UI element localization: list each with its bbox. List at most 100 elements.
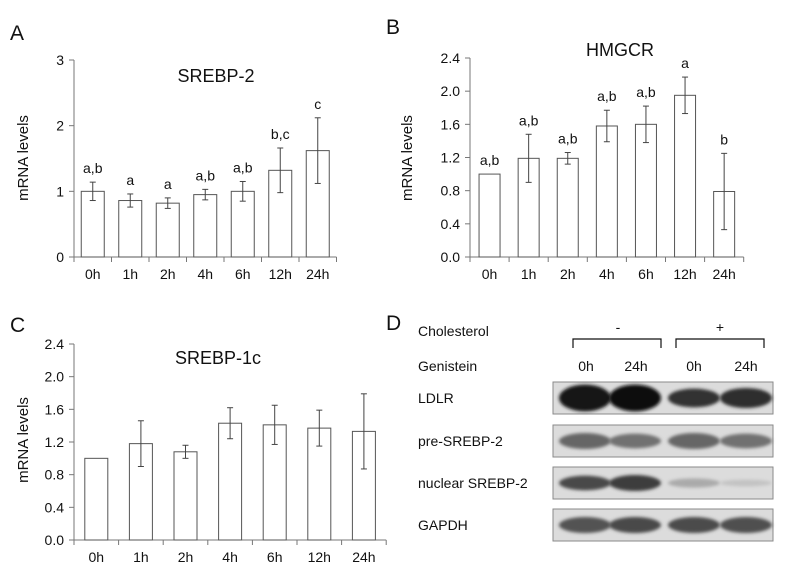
significance-label: c: [314, 96, 321, 112]
panel-letter-a: A: [10, 22, 24, 45]
y-tick-label: 3: [56, 52, 64, 68]
y-axis-label-b: mRNA levels: [399, 115, 416, 201]
bar: [218, 422, 243, 541]
significance-label: a,b: [519, 112, 539, 128]
bar: [118, 200, 143, 258]
y-tick-label: 1.2: [441, 150, 461, 166]
blot-band: [609, 475, 661, 491]
y-tick-label: 2.4: [441, 50, 461, 66]
x-tick-label: 12h: [308, 549, 331, 565]
x-tick-label: 1h: [133, 549, 149, 565]
blot-band: [668, 478, 720, 488]
x-tick-label: 1h: [521, 266, 537, 282]
significance-label: b: [720, 131, 728, 147]
x-tick-label: 2h: [560, 266, 576, 282]
lane-label-1: 0h: [578, 358, 594, 374]
bar: [155, 202, 180, 258]
blot-band: [609, 384, 661, 412]
blot-band: [609, 517, 661, 533]
lane-label-3: 0h: [686, 358, 702, 374]
x-tick-label: 4h: [599, 266, 615, 282]
lane-label-2: 24h: [624, 358, 647, 374]
x-tick-label: 0h: [89, 549, 105, 565]
x-tick-label: 6h: [267, 549, 283, 565]
blot-band: [668, 433, 720, 449]
x-tick-label: 2h: [160, 266, 176, 282]
significance-label: a: [681, 55, 689, 71]
bar: [84, 457, 109, 541]
panel-letter-b: B: [386, 16, 400, 39]
chart-title-b: HMGCR: [586, 40, 654, 60]
cholesterol-plus-sign: +: [716, 319, 724, 335]
bar: [556, 157, 579, 258]
chart-title-a: SREBP-2: [177, 66, 254, 86]
significance-label: a,b: [196, 167, 216, 183]
x-tick-label: 1h: [122, 266, 138, 282]
x-tick-label: 12h: [673, 266, 696, 282]
bar: [80, 190, 105, 258]
y-tick-label: 2: [56, 118, 64, 134]
y-tick-label: 0.0: [45, 532, 65, 548]
blot-band: [720, 517, 772, 533]
blot-row-label: LDLR: [418, 390, 454, 406]
y-tick-label: 1.6: [45, 401, 65, 417]
y-tick-label: 0: [56, 249, 64, 265]
y-axis-label-a: mRNA levels: [15, 115, 32, 201]
y-tick-label: 2.4: [45, 336, 65, 352]
bar: [478, 173, 501, 258]
y-tick-label: 0.8: [441, 183, 461, 199]
chart-title-c: SREBP-1c: [175, 348, 261, 368]
blot-band: [559, 384, 611, 412]
blot-band: [720, 388, 772, 408]
blot-band: [559, 517, 611, 533]
cholesterol-plus-bracket: [675, 338, 765, 348]
significance-label: a: [126, 172, 134, 188]
genistein-label: Genistein: [418, 358, 477, 374]
y-tick-label: 1.2: [45, 434, 65, 450]
x-tick-label: 4h: [197, 266, 213, 282]
blot-rows: LDLR pre-SREBP-2 nuclear SREBP-2 GAPDH: [418, 381, 774, 542]
blot-row-label: pre-SREBP-2: [418, 433, 503, 449]
significance-label: a,b: [558, 131, 578, 147]
x-tick-label: 0h: [85, 266, 101, 282]
bar: [595, 125, 618, 258]
y-tick-label: 1: [56, 183, 64, 199]
blot-band: [559, 475, 611, 491]
x-tick-label: 24h: [352, 549, 375, 565]
blot-band: [609, 433, 661, 449]
blot-panel-d: D Cholesterol - + Genistein 0h 24h 0h 24…: [386, 312, 774, 542]
bar: [634, 123, 657, 258]
x-tick-label: 6h: [235, 266, 251, 282]
x-tick-label: 2h: [178, 549, 194, 565]
significance-label: a,b: [480, 152, 500, 168]
blot-band: [668, 388, 720, 408]
blot-band: [559, 433, 611, 449]
cholesterol-minus-sign: -: [616, 319, 621, 335]
cholesterol-minus-bracket: [572, 338, 662, 348]
cholesterol-label: Cholesterol: [418, 323, 489, 339]
significance-label: b,c: [271, 126, 290, 142]
y-tick-label: 0.4: [441, 216, 461, 232]
significance-label: a,b: [597, 88, 617, 104]
y-tick-label: 1.6: [441, 116, 461, 132]
significance-label: a,b: [636, 84, 656, 100]
chart-panel-b: B HMGCR mRNA levels 0.0 0.4 0.8 1.2 1.6 2.0 2.4 a,…: [386, 16, 745, 282]
panel-letter-c: C: [10, 314, 25, 337]
bar: [193, 194, 218, 258]
chart-panel-a: A SREBP-2 mRNA levels 0 1 2 3 a,b 0h a 1h a 2h a,b 4h a…: [10, 22, 337, 282]
lane-label-4: 24h: [734, 358, 757, 374]
x-tick-label: 12h: [269, 266, 292, 282]
x-tick-label: 6h: [638, 266, 654, 282]
significance-label: a,b: [233, 159, 253, 175]
significance-label: a: [164, 176, 172, 192]
bar: [173, 451, 198, 541]
x-tick-label: 4h: [222, 549, 238, 565]
y-tick-label: 2.0: [441, 83, 461, 99]
bar: [674, 94, 697, 258]
blot-band: [720, 479, 772, 487]
blot-row-label: nuclear SREBP-2: [418, 475, 528, 491]
blot-row-label: GAPDH: [418, 517, 468, 533]
blot-band: [720, 433, 772, 449]
y-tick-label: 0.4: [45, 499, 65, 515]
blot-band: [668, 517, 720, 533]
